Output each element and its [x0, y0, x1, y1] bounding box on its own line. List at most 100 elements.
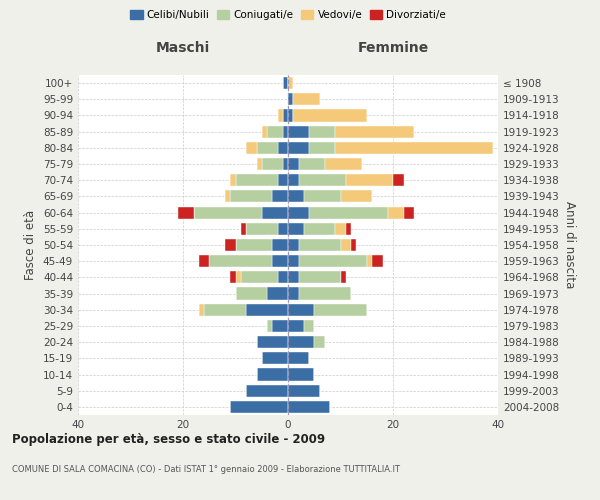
- Bar: [283, 77, 288, 89]
- Bar: [346, 174, 393, 186]
- Bar: [277, 222, 288, 235]
- Bar: [388, 206, 404, 218]
- Text: Femmine: Femmine: [358, 41, 428, 55]
- Bar: [246, 384, 288, 397]
- Bar: [288, 368, 314, 380]
- Bar: [367, 255, 372, 268]
- Bar: [404, 206, 414, 218]
- Bar: [288, 304, 314, 316]
- Bar: [288, 93, 293, 106]
- Bar: [262, 126, 267, 138]
- Bar: [288, 401, 330, 413]
- Bar: [299, 255, 367, 268]
- Bar: [309, 126, 335, 138]
- Bar: [246, 304, 288, 316]
- Bar: [257, 368, 288, 380]
- Bar: [346, 222, 351, 235]
- Bar: [341, 190, 372, 202]
- Bar: [299, 158, 325, 170]
- Bar: [288, 126, 309, 138]
- Bar: [241, 222, 246, 235]
- Bar: [288, 320, 304, 332]
- Bar: [293, 93, 320, 106]
- Bar: [299, 272, 341, 283]
- Bar: [299, 174, 346, 186]
- Legend: Celibi/Nubili, Coniugati/e, Vedovi/e, Divorziati/e: Celibi/Nubili, Coniugati/e, Vedovi/e, Di…: [130, 10, 446, 20]
- Bar: [288, 142, 309, 154]
- Bar: [230, 174, 235, 186]
- Bar: [341, 239, 351, 251]
- Text: Maschi: Maschi: [156, 41, 210, 55]
- Bar: [304, 320, 314, 332]
- Bar: [178, 206, 193, 218]
- Bar: [204, 304, 246, 316]
- Bar: [299, 288, 351, 300]
- Y-axis label: Fasce di età: Fasce di età: [25, 210, 37, 280]
- Bar: [257, 142, 277, 154]
- Text: Popolazione per età, sesso e stato civile - 2009: Popolazione per età, sesso e stato civil…: [12, 432, 325, 446]
- Bar: [235, 174, 277, 186]
- Bar: [277, 272, 288, 283]
- Bar: [277, 174, 288, 186]
- Bar: [288, 190, 304, 202]
- Bar: [225, 190, 230, 202]
- Bar: [283, 158, 288, 170]
- Bar: [288, 336, 314, 348]
- Bar: [314, 304, 367, 316]
- Bar: [288, 206, 309, 218]
- Bar: [257, 336, 288, 348]
- Bar: [230, 190, 272, 202]
- Bar: [288, 77, 293, 89]
- Bar: [257, 158, 262, 170]
- Bar: [241, 272, 277, 283]
- Bar: [199, 255, 209, 268]
- Bar: [288, 255, 299, 268]
- Bar: [283, 110, 288, 122]
- Bar: [209, 255, 272, 268]
- Bar: [272, 255, 288, 268]
- Bar: [277, 142, 288, 154]
- Bar: [272, 320, 288, 332]
- Bar: [267, 126, 283, 138]
- Bar: [262, 158, 283, 170]
- Bar: [304, 190, 341, 202]
- Bar: [335, 222, 346, 235]
- Bar: [351, 239, 356, 251]
- Bar: [372, 255, 383, 268]
- Bar: [393, 174, 404, 186]
- Bar: [288, 272, 299, 283]
- Bar: [235, 288, 267, 300]
- Bar: [267, 320, 272, 332]
- Bar: [314, 336, 325, 348]
- Bar: [235, 239, 272, 251]
- Bar: [272, 190, 288, 202]
- Bar: [293, 110, 367, 122]
- Bar: [262, 352, 288, 364]
- Bar: [288, 110, 293, 122]
- Bar: [272, 239, 288, 251]
- Bar: [246, 222, 277, 235]
- Bar: [304, 222, 335, 235]
- Bar: [341, 272, 346, 283]
- Bar: [235, 272, 241, 283]
- Bar: [267, 288, 288, 300]
- Bar: [230, 272, 235, 283]
- Bar: [288, 239, 299, 251]
- Text: COMUNE DI SALA COMACINA (CO) - Dati ISTAT 1° gennaio 2009 - Elaborazione TUTTITA: COMUNE DI SALA COMACINA (CO) - Dati ISTA…: [12, 466, 400, 474]
- Bar: [277, 110, 283, 122]
- Bar: [299, 239, 341, 251]
- Bar: [288, 384, 320, 397]
- Bar: [283, 126, 288, 138]
- Bar: [199, 304, 204, 316]
- Bar: [288, 174, 299, 186]
- Bar: [230, 401, 288, 413]
- Bar: [335, 142, 493, 154]
- Bar: [246, 142, 257, 154]
- Bar: [335, 126, 414, 138]
- Bar: [262, 206, 288, 218]
- Bar: [193, 206, 262, 218]
- Bar: [325, 158, 361, 170]
- Y-axis label: Anni di nascita: Anni di nascita: [563, 202, 576, 288]
- Bar: [288, 222, 304, 235]
- Bar: [288, 288, 299, 300]
